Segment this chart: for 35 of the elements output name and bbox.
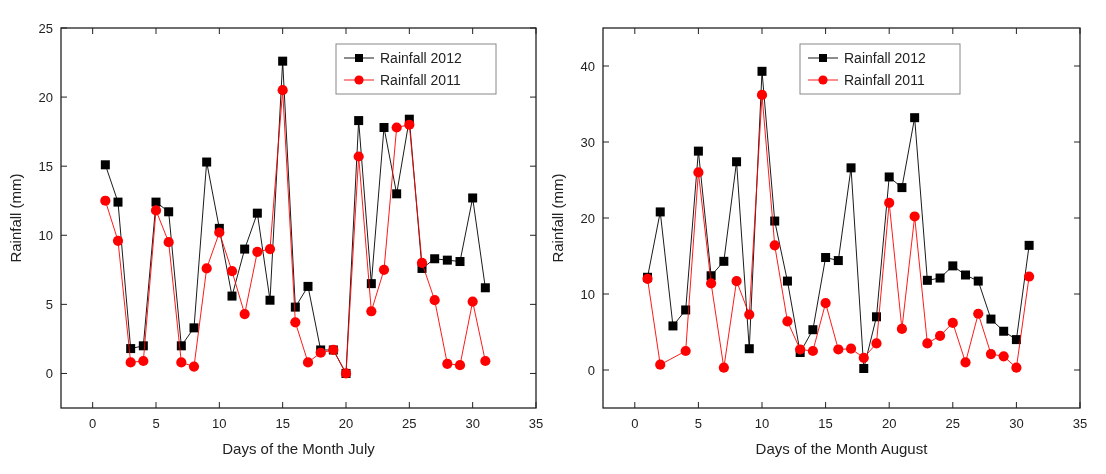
y-tick-label: 0: [587, 362, 595, 378]
legend-label: Rainfall 2012: [380, 50, 462, 66]
legend-label: Rainfall 2011: [844, 72, 925, 88]
x-tick-label: 5: [152, 416, 160, 431]
x-tick-label: 10: [212, 416, 227, 431]
legend-label: Rainfall 2011: [380, 72, 461, 88]
x-tick-label: 35: [1072, 416, 1088, 431]
x-tick-label: 30: [1009, 416, 1024, 431]
y-tick-label: 30: [580, 134, 595, 150]
y-tick-label: 10: [38, 227, 53, 243]
x-tick-label: 20: [881, 416, 897, 431]
y-tick-label: 15: [38, 158, 53, 174]
x-tick-label: 20: [338, 416, 354, 431]
y-tick-label: 25: [38, 20, 53, 36]
x-axis-title: Days of the Month August: [755, 440, 929, 457]
x-tick-label: 0: [631, 416, 639, 431]
legend-label: Rainfall 2012: [844, 50, 926, 66]
y-tick-label: 40: [580, 58, 595, 74]
x-tick-label: 5: [694, 416, 703, 431]
y-tick-label: 0: [45, 365, 53, 381]
x-tick-label: 10: [754, 416, 770, 431]
x-tick-label: 35: [528, 416, 544, 431]
y-axis-title: Rainfall (mm): [7, 173, 24, 263]
y-tick-label: 5: [45, 296, 53, 312]
x-tick-label: 0: [89, 416, 97, 431]
x-tick-label: 30: [465, 416, 480, 431]
x-axis-title: Days of the Month July: [222, 440, 376, 457]
y-axis-title: Rainfall (mm): [549, 173, 566, 263]
x-tick-label: 15: [818, 416, 833, 431]
y-tick-label: 10: [580, 286, 595, 302]
y-tick-label: 20: [38, 89, 53, 105]
x-tick-label: 15: [275, 416, 290, 431]
x-tick-label: 25: [402, 416, 417, 431]
x-tick-label: 25: [945, 416, 961, 431]
y-tick-label: 20: [580, 210, 595, 226]
